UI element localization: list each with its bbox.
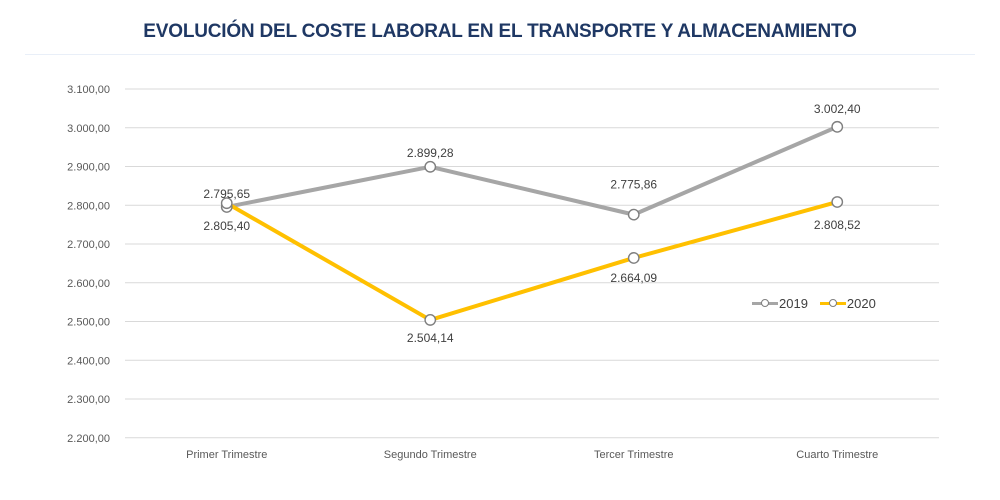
y-axis-tick-label: 2.500,00 bbox=[67, 317, 110, 329]
data-point-2019[interactable] bbox=[424, 160, 437, 173]
data-label-2019: 2.775,86 bbox=[610, 178, 657, 192]
legend-dot-2019 bbox=[761, 299, 769, 307]
data-point-2020[interactable] bbox=[424, 314, 437, 326]
y-axis-tick-label: 2.400,00 bbox=[67, 355, 110, 367]
x-axis-category-label: Segundo Trimestre bbox=[384, 449, 477, 461]
y-axis-tick-label: 2.200,00 bbox=[67, 433, 110, 445]
legend-label-2020: 2020 bbox=[846, 295, 876, 311]
data-label-2020: 2.504,14 bbox=[407, 331, 454, 345]
data-label-2020: 2.808,52 bbox=[814, 218, 861, 232]
data-label-2020: 2.805,40 bbox=[203, 219, 250, 233]
legend-item-2019[interactable]: 2019 bbox=[752, 296, 808, 311]
data-label-2019: 2.795,65 bbox=[203, 187, 250, 201]
chart-title: EVOLUCIÓN DEL COSTE LABORAL EN EL TRANSP… bbox=[143, 21, 857, 42]
y-axis-tick-label: 2.300,00 bbox=[67, 394, 110, 406]
data-point-2019[interactable] bbox=[627, 208, 640, 221]
data-point-2019[interactable] bbox=[831, 120, 844, 133]
y-axis-tick-label: 3.000,00 bbox=[67, 123, 110, 135]
series-2019-marker-icon bbox=[752, 298, 778, 308]
legend-dot-2020 bbox=[828, 299, 837, 307]
data-label-2020: 2.664,09 bbox=[610, 271, 657, 285]
series-2020-marker-icon bbox=[819, 298, 846, 308]
data-point-2020[interactable] bbox=[220, 197, 233, 210]
title-divider bbox=[25, 54, 975, 55]
y-axis-tick-label: 3.100,00 bbox=[67, 84, 110, 96]
series-line-2019[interactable] bbox=[224, 124, 840, 217]
y-axis-tick-label: 2.600,00 bbox=[67, 278, 110, 290]
x-axis-category-label: Cuarto Trimestre bbox=[796, 449, 878, 461]
data-label-2019: 3.002,40 bbox=[814, 102, 861, 116]
data-label-2019: 2.899,28 bbox=[407, 146, 454, 160]
legend: 2019 2020 bbox=[752, 295, 876, 311]
x-axis-category-label: Tercer Trimestre bbox=[594, 449, 673, 461]
y-axis-tick-label: 2.900,00 bbox=[67, 162, 110, 174]
y-axis-tick-label: 2.800,00 bbox=[67, 200, 110, 212]
data-point-2020[interactable] bbox=[627, 252, 640, 264]
data-point-2020[interactable] bbox=[831, 196, 844, 208]
x-axis-category-label: Primer Trimestre bbox=[186, 449, 267, 461]
legend-label-2019: 2019 bbox=[779, 295, 808, 311]
series-line-2020[interactable] bbox=[224, 199, 840, 322]
y-axis-tick-label: 2.700,00 bbox=[67, 239, 110, 251]
legend-item-2020[interactable]: 2020 bbox=[819, 295, 876, 311]
